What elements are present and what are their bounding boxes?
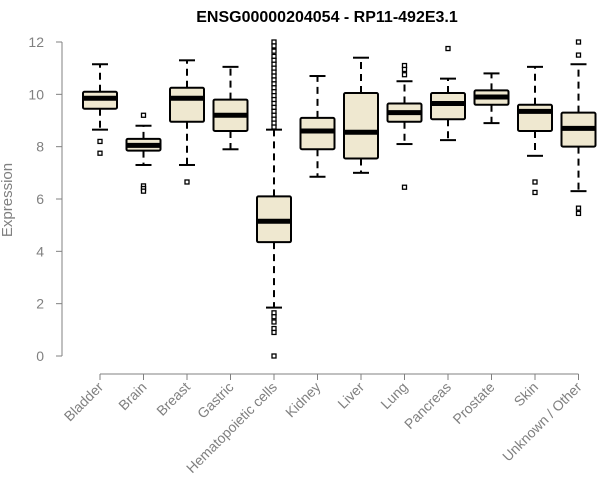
outlier-point bbox=[575, 205, 582, 211]
box-body bbox=[169, 86, 205, 123]
outlier-point bbox=[401, 66, 408, 73]
box-hematopoietic-cells bbox=[256, 39, 292, 359]
x-tick-label: Gastric bbox=[194, 379, 237, 422]
outlier-point bbox=[401, 72, 408, 78]
outlier-point bbox=[271, 43, 277, 49]
box-pancreas bbox=[430, 45, 466, 142]
outlier-point bbox=[271, 353, 277, 359]
box-bladder bbox=[82, 63, 118, 156]
outlier-point bbox=[97, 138, 103, 145]
outlier-point bbox=[184, 179, 190, 185]
outlier-point bbox=[140, 112, 147, 118]
y-tick-label: 10 bbox=[28, 86, 44, 102]
outlier-point bbox=[445, 45, 451, 52]
box-unknown-other bbox=[560, 39, 597, 217]
x-tick-label: Prostate bbox=[449, 379, 497, 427]
y-tick-label: 2 bbox=[36, 296, 44, 312]
box-lung bbox=[386, 62, 423, 190]
box-breast bbox=[169, 59, 205, 185]
box-liver bbox=[343, 56, 379, 174]
outlier-point bbox=[271, 124, 277, 130]
y-axis-label: Expression bbox=[0, 163, 16, 237]
outlier-point bbox=[271, 319, 277, 325]
outlier-point bbox=[532, 189, 538, 196]
box-body bbox=[343, 92, 379, 160]
box-body bbox=[517, 103, 553, 132]
box-prostate bbox=[473, 72, 510, 125]
box-skin bbox=[517, 65, 553, 196]
outlier-point bbox=[271, 329, 277, 336]
x-tick-label: Brain bbox=[115, 379, 149, 413]
outlier-point bbox=[97, 150, 103, 156]
outlier-point bbox=[575, 210, 582, 217]
outlier-point bbox=[532, 179, 538, 185]
x-tick-label: Skin bbox=[511, 379, 542, 410]
outlier-point bbox=[575, 52, 582, 58]
x-tick-label: Lung bbox=[377, 379, 410, 412]
x-tick-label: Pancreas bbox=[401, 379, 454, 432]
y-tick-label: 8 bbox=[36, 139, 44, 155]
x-tick-label: Unknown / Other bbox=[499, 379, 585, 465]
outlier-point bbox=[271, 314, 277, 320]
y-tick-label: 0 bbox=[36, 348, 44, 364]
outlier-point bbox=[140, 188, 147, 194]
x-tick-label: Breast bbox=[153, 379, 193, 419]
box-gastric bbox=[212, 65, 249, 151]
box-body bbox=[430, 92, 466, 121]
outlier-point bbox=[271, 48, 277, 54]
box-kidney bbox=[299, 75, 336, 178]
y-axis: 0 2 4 6 8 10 12 bbox=[28, 34, 63, 364]
y-tick-label: 4 bbox=[36, 243, 44, 259]
x-tick-label: Bladder bbox=[61, 379, 107, 425]
x-tick-label: Liver bbox=[334, 379, 367, 412]
box-brain bbox=[125, 112, 162, 194]
boxes-group bbox=[82, 39, 597, 359]
chart-title: ENSG00000204054 - RP11-492E3.1 bbox=[196, 9, 458, 26]
box-body bbox=[299, 116, 336, 151]
y-tick-label: 12 bbox=[28, 34, 44, 50]
outlier-point bbox=[575, 39, 582, 45]
x-tick-label: Kidney bbox=[282, 379, 324, 421]
y-tick-label: 6 bbox=[36, 191, 44, 207]
outlier-point bbox=[401, 184, 408, 190]
